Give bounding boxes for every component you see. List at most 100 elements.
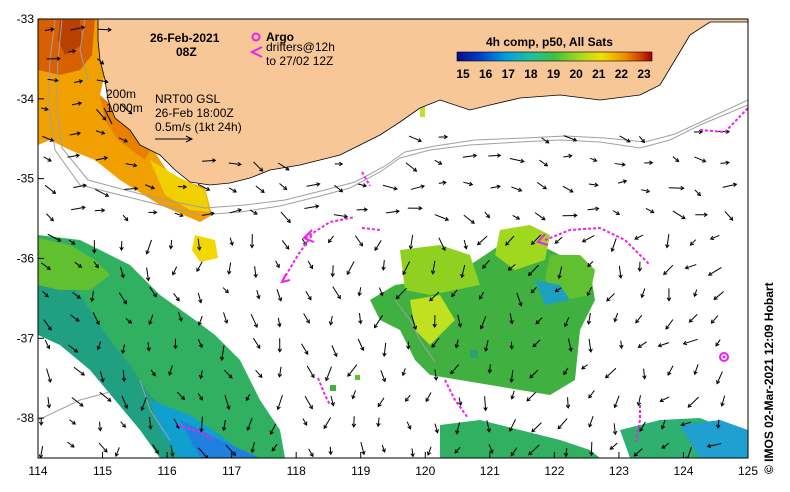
current-vector	[457, 397, 463, 407]
current-vector	[140, 397, 147, 411]
current-vector	[488, 153, 502, 158]
current-vector	[479, 315, 487, 330]
current-vector	[173, 293, 180, 302]
current-vector	[688, 314, 698, 323]
current-vector	[306, 365, 315, 379]
current-vector	[509, 370, 514, 383]
current-vector	[425, 392, 432, 403]
current-vector	[171, 266, 178, 276]
current-vector	[660, 419, 666, 430]
current-vector	[715, 339, 721, 347]
current-vector	[73, 183, 87, 189]
current-vector	[581, 235, 595, 243]
current-vector	[565, 397, 571, 409]
current-vector	[176, 391, 186, 401]
current-vector	[227, 262, 232, 275]
colorbar-tick-label: 22	[615, 67, 629, 81]
colorbar-tick-label: 15	[456, 67, 470, 81]
current-vector	[510, 447, 518, 457]
current-vector	[430, 260, 436, 275]
legend-drifters-line2: to 27/02 12Z	[266, 54, 333, 68]
current-vector	[327, 235, 334, 244]
current-vector	[67, 153, 81, 158]
current-vector	[479, 291, 485, 300]
current-vector	[638, 135, 645, 144]
current-vector	[617, 179, 628, 184]
current-vector	[512, 214, 521, 220]
current-vector	[197, 292, 203, 304]
colorbar-tick-label: 21	[592, 67, 606, 81]
current-vector	[250, 442, 255, 454]
current-vector	[586, 312, 592, 325]
current-vector	[720, 160, 730, 166]
current-vector	[228, 187, 237, 193]
current-vector	[532, 339, 541, 348]
current-vector	[460, 264, 466, 279]
colorbar-tick-label: 16	[479, 67, 493, 81]
current-vector	[682, 338, 698, 346]
current-vector	[680, 421, 692, 427]
current-vector	[125, 318, 133, 324]
current-vector	[640, 288, 646, 299]
current-vector	[71, 397, 84, 407]
current-vector	[406, 341, 411, 350]
x-tick-label: 124	[673, 464, 693, 478]
current-vector	[589, 441, 594, 457]
current-vector	[47, 78, 59, 83]
current-vector	[219, 345, 225, 362]
current-vector	[612, 423, 618, 436]
current-vector	[351, 390, 356, 400]
current-vector	[528, 444, 540, 456]
current-vector	[581, 364, 589, 370]
current-vector	[724, 211, 734, 221]
current-vector	[613, 395, 620, 409]
current-vector	[557, 266, 563, 280]
current-vector	[94, 208, 106, 213]
current-vector	[661, 442, 670, 449]
current-vector	[40, 262, 51, 270]
bathymetry-contours	[38, 19, 748, 441]
current-vector	[95, 130, 106, 135]
current-vector	[197, 183, 211, 191]
current-vector	[146, 342, 151, 352]
current-vector	[202, 211, 215, 217]
y-tick-label: -36	[17, 251, 35, 265]
current-vector	[431, 337, 440, 348]
y-axis-ticks: -33 -34 -35 -36 -37 -38	[17, 12, 44, 425]
current-vector	[198, 370, 204, 380]
x-tick-label: 121	[480, 464, 500, 478]
current-vector	[531, 422, 542, 433]
current-vector	[303, 313, 310, 324]
current-vector	[434, 159, 443, 165]
current-vector	[249, 209, 258, 215]
current-vector	[347, 364, 358, 377]
current-vector	[434, 423, 439, 434]
current-vector	[330, 265, 335, 278]
current-vector	[47, 233, 62, 242]
current-vector	[302, 418, 308, 426]
current-vector	[482, 259, 490, 269]
current-vector	[356, 207, 369, 212]
current-vector	[357, 287, 362, 297]
current-vector	[331, 345, 338, 358]
current-vector	[121, 395, 129, 409]
current-vector	[557, 418, 568, 430]
current-vector	[511, 186, 523, 192]
current-vector	[92, 312, 100, 326]
current-vector	[150, 369, 156, 377]
current-vector	[228, 161, 242, 167]
current-vector	[463, 214, 475, 224]
current-vector	[663, 264, 674, 276]
current-vector	[463, 181, 474, 187]
current-vector	[539, 159, 549, 167]
current-vector	[360, 441, 366, 456]
current-vector	[170, 445, 175, 458]
current-vector	[385, 209, 400, 214]
current-vector	[46, 368, 52, 383]
current-vector	[589, 157, 598, 162]
current-vector	[639, 421, 646, 432]
current-vector	[120, 266, 125, 279]
legend-drifter-icon	[249, 46, 263, 58]
current-vector	[642, 368, 647, 380]
